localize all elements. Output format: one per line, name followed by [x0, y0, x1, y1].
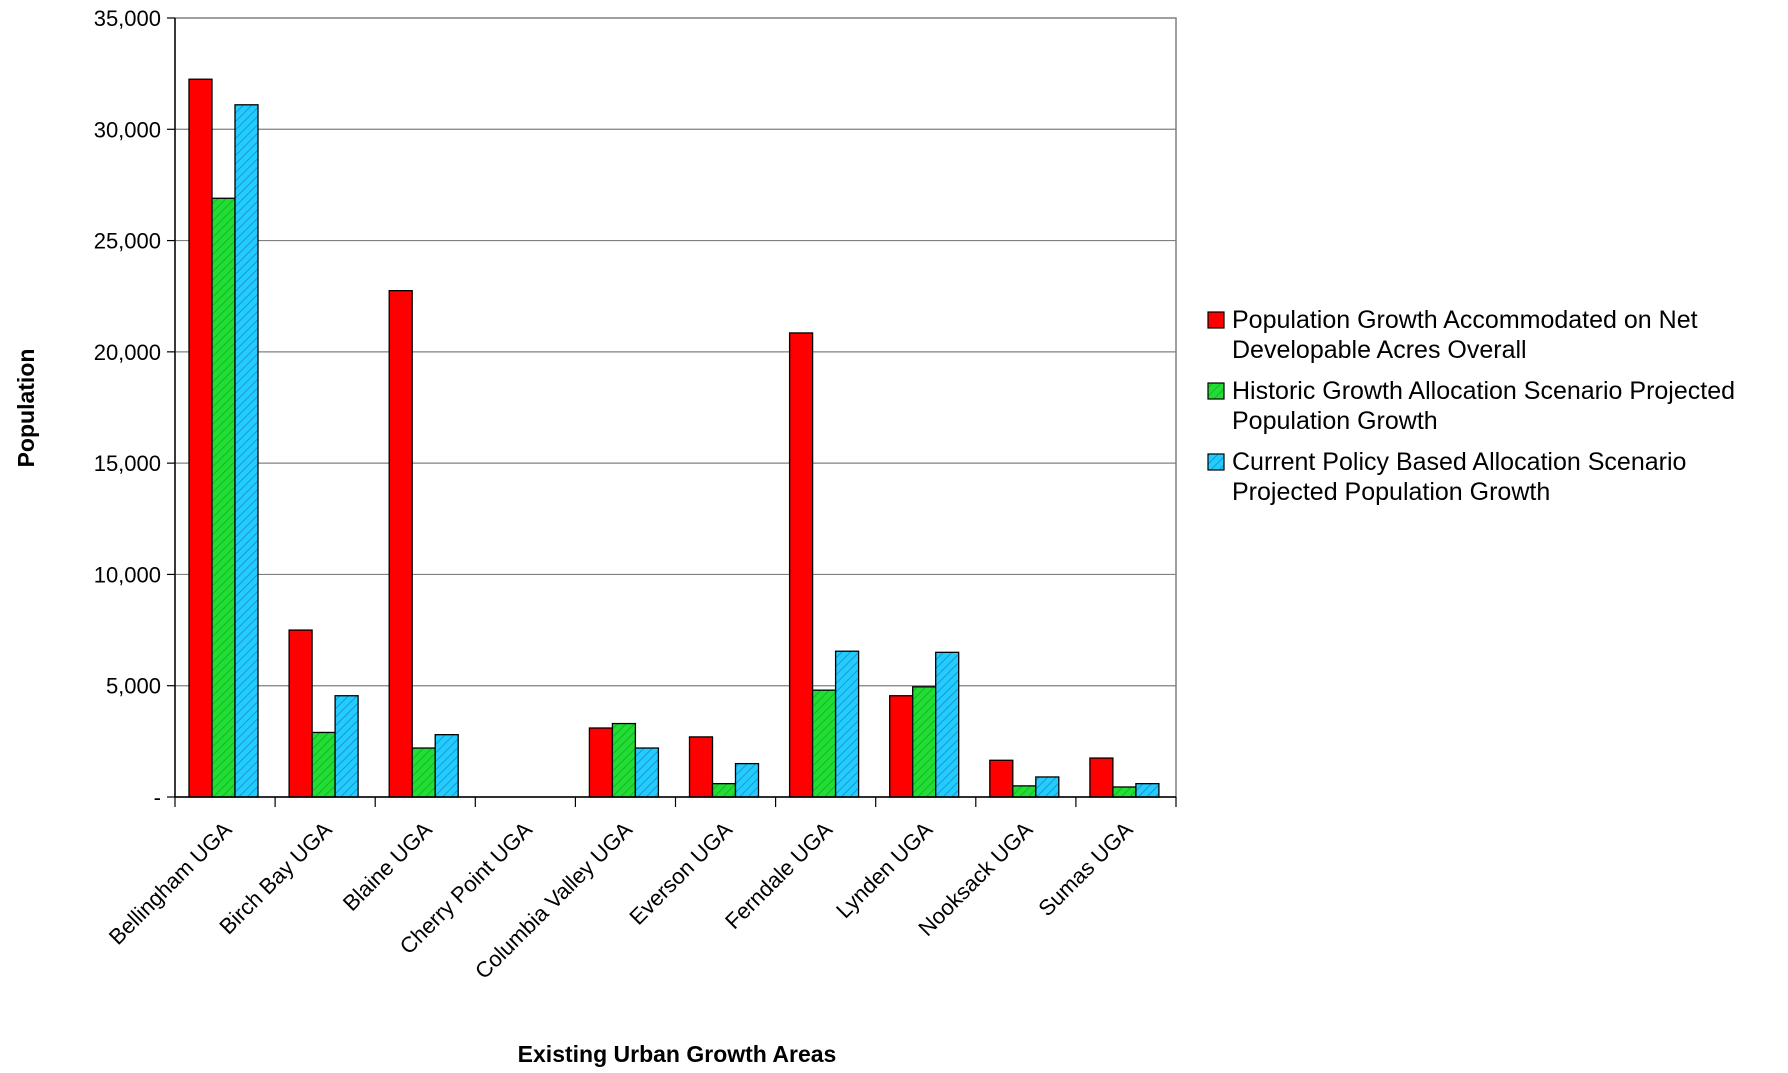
bar: [935, 651, 960, 798]
x-tick-label: Lynden UGA: [831, 817, 937, 923]
y-axis-title: Population: [13, 349, 39, 468]
bar: [711, 782, 737, 798]
legend: Population Growth Accommodated on Net Dev…: [1207, 306, 1735, 506]
bar: [588, 727, 614, 798]
bar: [912, 686, 937, 798]
legend-swatch: [1207, 311, 1225, 329]
bar: [889, 695, 914, 798]
legend-swatch: [1207, 382, 1225, 400]
bar: [834, 650, 860, 798]
bar: [334, 695, 359, 798]
axes: [167, 17, 1177, 807]
bar: [1135, 782, 1160, 798]
x-tick-label: Sumas UGA: [1033, 817, 1137, 921]
bar: [1012, 785, 1037, 798]
bar: [634, 747, 660, 798]
bar: [788, 332, 814, 798]
x-axis-title: Existing Urban Growth Areas: [518, 1041, 837, 1067]
x-tick-label: Everson UGA: [624, 817, 737, 930]
legend-label: Population Growth Accommodated on Net Dev…: [1232, 306, 1698, 364]
y-tick-label: 25,000: [94, 229, 161, 254]
bar: [434, 734, 459, 798]
bar: [811, 689, 837, 798]
bar: [388, 289, 413, 798]
y-tick-label: 30,000: [94, 117, 161, 142]
bar: [311, 731, 336, 798]
x-tick-label: Bellingham UGA: [104, 817, 237, 950]
bar: [1112, 786, 1137, 798]
bar: [611, 722, 637, 798]
plot-area: [174, 17, 1177, 798]
y-axis-ticks: - 5,000 10,000 15,000 20,000 25,000 30,000 35,0…: [94, 6, 161, 810]
bars: [188, 78, 1160, 798]
y-tick-label: 20,000: [94, 340, 161, 365]
y-tick-label: -: [154, 785, 161, 810]
legend-label: Historic Growth Allocation Scenario Proj…: [1232, 377, 1735, 435]
bar: [734, 762, 760, 798]
x-tick-label: Ferndale UGA: [720, 817, 837, 934]
y-tick-label: 15,000: [94, 451, 161, 476]
x-tick-label: Blaine UGA: [338, 817, 437, 916]
bar: [288, 629, 313, 798]
y-tick-label: 35,000: [94, 6, 161, 31]
bar: [188, 78, 213, 798]
bar: [234, 104, 259, 798]
legend-swatch: [1207, 453, 1225, 471]
bar: [411, 747, 436, 798]
bar: [688, 736, 714, 798]
gridlines: [175, 128, 1176, 687]
y-tick-label: 10,000: [94, 562, 161, 587]
bar: [989, 759, 1014, 798]
bar: [211, 197, 236, 798]
bar: [1035, 776, 1060, 798]
bar: [1089, 757, 1114, 798]
legend-label: Current Policy Based Allocation Scenario…: [1232, 448, 1686, 506]
y-tick-label: 5,000: [106, 674, 161, 699]
